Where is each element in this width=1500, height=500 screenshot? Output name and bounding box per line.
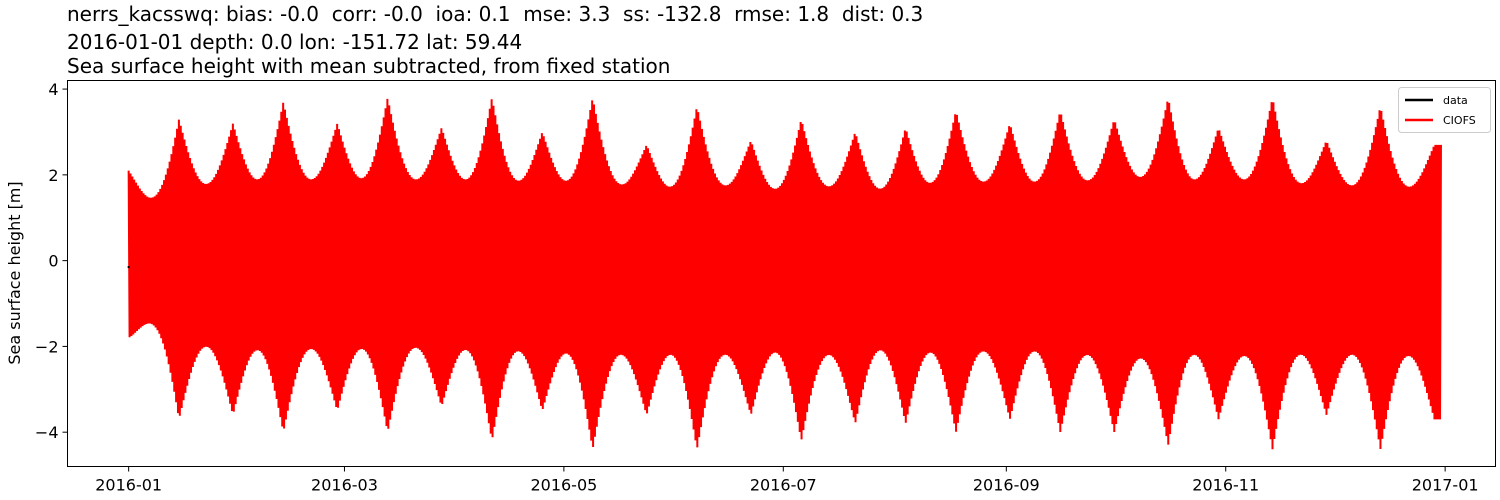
- x-tick-label: 2016-09: [973, 476, 1040, 495]
- x-tick-label: 2017-01: [1412, 476, 1479, 495]
- y-tick-label: −2: [35, 337, 59, 356]
- series-layer: [127, 98, 1442, 450]
- plot-frame: [67, 80, 1496, 467]
- legend-label-data: data: [1443, 94, 1468, 107]
- chart-title-stats: nerrs_kacsswq: bias: -0.0 corr: -0.0 ioa…: [67, 2, 924, 26]
- y-tick-label: 4: [48, 80, 58, 99]
- y-axis-label: Sea surface height [m]: [5, 181, 24, 364]
- series-line-ciofs: [127, 98, 1442, 450]
- y-axis: −4 −2 0 2 4: [35, 80, 68, 442]
- legend: data CIOFS: [1398, 87, 1491, 133]
- chart-title-location: 2016-01-01 depth: 0.0 lon: -151.72 lat: …: [67, 30, 523, 54]
- legend-label-ciofs: CIOFS: [1443, 114, 1476, 127]
- y-tick-label: 0: [48, 252, 58, 271]
- y-tick-label: 2: [48, 166, 58, 185]
- chart-title-description: Sea surface height with mean subtracted,…: [67, 54, 671, 78]
- x-tick-label: 2016-05: [530, 476, 597, 495]
- x-tick-label: 2016-03: [311, 476, 378, 495]
- x-tick-label: 2016-07: [750, 476, 817, 495]
- x-tick-label: 2016-11: [1192, 476, 1259, 495]
- x-axis: 2016-01 2016-03 2016-05 2016-07 2016-09 2016-…: [95, 466, 1479, 495]
- y-tick-label: −4: [35, 423, 59, 442]
- x-tick-label: 2016-01: [95, 476, 162, 495]
